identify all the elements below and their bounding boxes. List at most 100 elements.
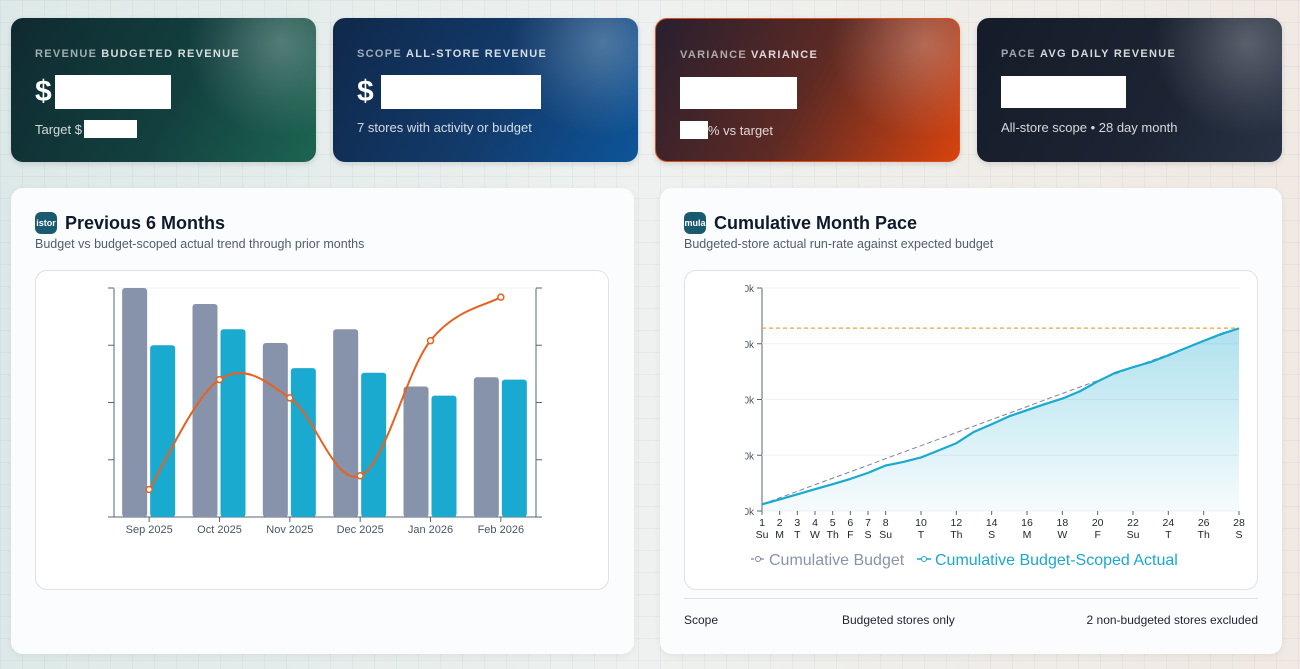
x-tick-day: 5 — [830, 517, 836, 529]
kpi-label: SCOPE ALL-STORE REVENUE — [357, 48, 548, 60]
trend-point — [426, 336, 435, 345]
pace-icon: mula — [684, 212, 706, 234]
x-tick-weekday: M — [775, 529, 784, 541]
kpi-sub-text: 7 stores with activity or budget — [357, 120, 532, 135]
y-tick-label: 0k — [743, 451, 755, 462]
kpi-value-redacted — [1001, 76, 1126, 108]
x-tick-weekday: T — [918, 529, 925, 541]
panel-subtitle: Budget vs budget-scoped actual trend thr… — [35, 237, 365, 251]
budget-bar — [122, 288, 148, 517]
panel-subtitle: Budgeted-store actual run-rate against e… — [684, 237, 994, 251]
kpi-currency: $ — [357, 75, 374, 108]
kpi-currency: $ — [35, 75, 52, 108]
budget-bar — [192, 304, 218, 517]
actual-bar — [290, 368, 316, 517]
kpi-value-redacted — [680, 77, 797, 109]
actual-bar — [431, 395, 457, 517]
x-tick-day: 10 — [915, 517, 927, 529]
legend-budget-label: Cumulative Budget — [769, 552, 905, 569]
x-tick-day: 24 — [1162, 517, 1174, 529]
actual-bar — [220, 329, 246, 517]
x-tick-day: 6 — [847, 517, 853, 529]
legend-actual-marker — [921, 556, 927, 562]
x-tick-weekday: Th — [1198, 529, 1210, 541]
x-tick-label: Oct 2025 — [197, 524, 242, 536]
panel-title: Cumulative Month Pace — [714, 212, 918, 233]
x-tick-day: 3 — [794, 517, 800, 529]
trend-point — [145, 485, 153, 494]
actual-bar — [501, 379, 527, 517]
history-chart: Sep 2025 Oct 2025 Nov 2025 Dec 2025 Jan 2026… — [35, 270, 609, 590]
kpi-sub-suffix: % vs target — [708, 122, 774, 138]
kpi-value-redacted — [54, 75, 171, 109]
kpi-card-variance: VARIANCE VARIANCE % vs target — [655, 18, 960, 162]
panel-title: Previous 6 Months — [65, 212, 226, 233]
kpi-sub-label: Target $ — [35, 121, 82, 137]
x-tick-weekday: Su — [879, 529, 892, 541]
x-tick-day: 4 — [812, 517, 818, 529]
x-tick-label: Nov 2025 — [266, 524, 313, 536]
x-tick-weekday: W — [1057, 529, 1067, 541]
footer-label: Scope — [684, 613, 719, 627]
x-tick-weekday: S — [864, 529, 871, 541]
budget-bar — [473, 377, 499, 517]
x-tick-weekday: Th — [950, 529, 962, 541]
budget-bar — [262, 342, 288, 517]
kpi-value-redacted — [380, 75, 541, 109]
y-tick-label: 0k — [743, 284, 755, 295]
x-tick-day: 18 — [1056, 517, 1068, 529]
kpi-card-pace: PACE AVG DAILY REVENUE All-store scope • … — [977, 18, 1282, 162]
trend-point — [286, 394, 294, 402]
kpi-sub-text: All-store scope • 28 day month — [1001, 120, 1178, 135]
x-tick-weekday: S — [988, 529, 995, 541]
budget-line — [761, 327, 1240, 505]
x-tick-weekday: T — [794, 529, 801, 541]
y-label-mask — [685, 271, 745, 521]
pace-chart-svg: 0k0k0k0k0k1Su2M3T4W5Th6F7S8Su10T12Th14S1… — [685, 271, 1245, 569]
x-tick-weekday: W — [810, 529, 820, 541]
trend-point — [356, 472, 364, 480]
x-tick-label: Feb 2026 — [478, 524, 524, 536]
x-tick-day: 14 — [986, 517, 998, 529]
actual-area — [762, 328, 1239, 511]
kpi-label: VARIANCE VARIANCE — [680, 49, 819, 61]
kpi-label: REVENUE BUDGETED REVENUE — [35, 48, 241, 60]
trend-point — [497, 293, 505, 301]
x-tick-label: Dec 2025 — [337, 524, 384, 536]
x-tick-day: 12 — [950, 517, 962, 529]
history-icon: istor — [35, 212, 57, 234]
pace-chart: 0k 0k 0k 0k 0k 1 Su 2 M 3 T 4 W 5 Th 6 F 7 S 8 Su 10 T 12 Th 14 S 1… — [684, 270, 1258, 590]
budget-bar — [403, 386, 429, 517]
x-tick-weekday: Su — [756, 529, 769, 541]
x-tick-day: 28 — [1233, 517, 1245, 529]
pace-panel: mula Cumulative Month Pace Budgeted-stor… — [660, 188, 1282, 654]
actual-line — [761, 327, 1240, 506]
x-tick-day: 2 — [777, 517, 783, 529]
history-panel: istor Previous 6 Months Budget vs budget… — [11, 188, 634, 654]
budget-bar — [333, 329, 359, 517]
x-tick-weekday: F — [847, 529, 853, 541]
x-tick-day: 16 — [1021, 517, 1033, 529]
y-tick-label: 0k — [743, 507, 755, 518]
trend-point — [215, 375, 224, 384]
x-tick-day: 20 — [1092, 517, 1104, 529]
y-tick-label: 0k — [743, 396, 755, 407]
x-tick-weekday: F — [1094, 529, 1100, 541]
x-tick-weekday: M — [1023, 529, 1032, 541]
history-chart-svg: Sep 2025 Oct 2025 Nov 2025 Dec 2025 Jan 2026… — [108, 287, 542, 536]
legend-budget-marker — [755, 556, 761, 562]
kpi-card-revenue: REVENUE BUDGETED REVENUE $ Target $ — [11, 18, 316, 162]
footer-note: 2 non-budgeted stores excluded — [1086, 613, 1258, 627]
x-tick-day: 1 — [759, 517, 765, 529]
actual-bar — [361, 372, 387, 517]
footer-value: Budgeted stores only — [842, 613, 955, 627]
kpi-sub-redacted — [680, 121, 708, 139]
x-tick-day: 7 — [865, 517, 871, 529]
x-tick-weekday: Su — [1127, 529, 1140, 541]
x-tick-day: 26 — [1198, 517, 1210, 529]
kpi-label: PACE AVG DAILY REVENUE — [1001, 48, 1177, 60]
x-tick-day: 22 — [1127, 517, 1139, 529]
x-tick-weekday: S — [1235, 529, 1242, 541]
actual-bar — [150, 345, 176, 517]
x-tick-weekday: Th — [827, 529, 839, 541]
